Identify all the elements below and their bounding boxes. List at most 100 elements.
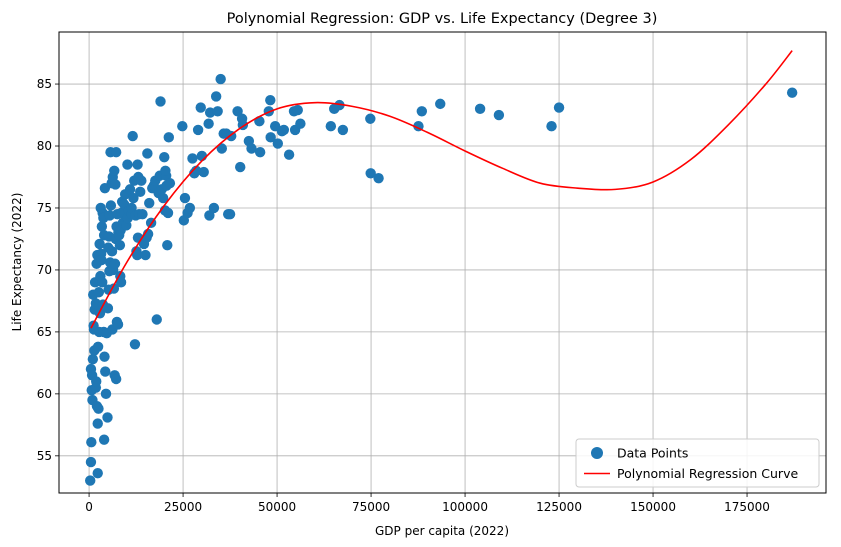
data-point <box>203 118 214 129</box>
data-point <box>135 186 146 198</box>
data-point <box>216 143 227 154</box>
legend-marker-data-points <box>591 447 603 459</box>
data-point <box>195 102 206 113</box>
data-point <box>102 412 113 423</box>
x-tick-label: 50000 <box>258 500 296 514</box>
data-point <box>110 373 122 385</box>
data-point <box>786 87 798 98</box>
data-point <box>365 168 376 179</box>
y-tick-label: 75 <box>37 201 52 215</box>
data-point <box>132 249 143 261</box>
data-point <box>493 109 505 121</box>
data-point <box>208 202 220 214</box>
data-point <box>92 467 103 479</box>
data-point <box>283 149 295 160</box>
data-point <box>160 165 171 176</box>
data-point <box>416 106 428 117</box>
data-point <box>98 434 110 445</box>
data-point <box>196 150 208 162</box>
data-point <box>124 184 136 195</box>
data-point <box>159 151 170 163</box>
chart-title: Polynomial Regression: GDP vs. Life Expe… <box>227 11 658 27</box>
data-point <box>85 456 97 468</box>
data-point <box>254 147 266 158</box>
data-point <box>155 96 166 107</box>
data-point <box>151 314 162 325</box>
data-point <box>93 287 105 298</box>
data-point <box>187 153 198 164</box>
y-tick-label: 55 <box>37 449 52 463</box>
data-point <box>96 221 108 232</box>
data-point <box>553 102 565 113</box>
data-point <box>164 177 176 189</box>
data-point <box>232 106 243 117</box>
data-point <box>106 246 118 257</box>
data-point <box>105 200 117 211</box>
data-point <box>112 319 124 330</box>
data-point <box>334 99 345 111</box>
data-point <box>100 388 112 400</box>
data-point <box>204 210 215 221</box>
data-point <box>100 366 111 377</box>
data-point <box>92 418 103 429</box>
data-point <box>177 120 188 132</box>
data-point <box>91 376 102 387</box>
plot-area <box>58 31 827 494</box>
regression-curve <box>90 50 793 329</box>
data-point <box>265 94 276 106</box>
data-point <box>93 403 104 414</box>
data-point <box>295 118 306 129</box>
data-point <box>163 132 174 143</box>
data-point <box>137 208 148 220</box>
x-axis-ticks: 0 25000 50000 75000 100000 125000 150000 175000 <box>85 493 770 514</box>
data-point <box>235 161 246 173</box>
data-point <box>110 147 122 158</box>
data-point <box>128 192 139 204</box>
data-point <box>246 143 257 154</box>
x-tick-label: 25000 <box>164 500 202 514</box>
data-point <box>109 165 120 176</box>
data-point <box>144 197 155 209</box>
data-point <box>102 303 114 314</box>
data-point <box>373 173 384 184</box>
data-point <box>94 238 105 250</box>
data-point <box>96 254 107 266</box>
legend-label-regression-curve: Polynomial Regression Curve <box>617 466 798 481</box>
x-tick-label: 75000 <box>352 500 390 514</box>
plot-background <box>59 32 826 493</box>
data-point <box>198 166 209 178</box>
data-point <box>87 353 99 365</box>
data-point <box>278 124 290 136</box>
data-point <box>127 130 138 142</box>
regression-curve-line <box>90 50 793 329</box>
data-point <box>85 363 97 375</box>
data-point <box>212 106 223 117</box>
data-point <box>122 159 133 170</box>
data-point <box>114 239 126 251</box>
data-point <box>365 113 376 124</box>
data-point <box>110 179 121 190</box>
y-tick-label: 60 <box>37 387 52 401</box>
data-point <box>265 132 276 143</box>
x-tick-label: 100000 <box>442 500 488 514</box>
data-point <box>325 120 337 132</box>
data-point <box>99 351 110 362</box>
y-tick-label: 85 <box>37 77 52 91</box>
y-tick-label: 80 <box>37 139 52 153</box>
x-tick-label: 175000 <box>724 500 770 514</box>
x-tick-label: 150000 <box>630 500 676 514</box>
x-tick-label: 125000 <box>536 500 582 514</box>
x-tick-label: 0 <box>85 500 93 514</box>
data-point <box>162 207 174 219</box>
plot-frame <box>58 31 827 494</box>
data-point <box>129 339 141 350</box>
data-point <box>97 277 108 288</box>
data-point <box>92 341 104 352</box>
data-point <box>132 159 143 170</box>
data-point <box>142 148 153 159</box>
data-point <box>85 475 96 486</box>
data-point <box>109 258 121 269</box>
data-point <box>210 91 222 102</box>
x-axis-title: GDP per capita (2022) <box>375 524 509 538</box>
